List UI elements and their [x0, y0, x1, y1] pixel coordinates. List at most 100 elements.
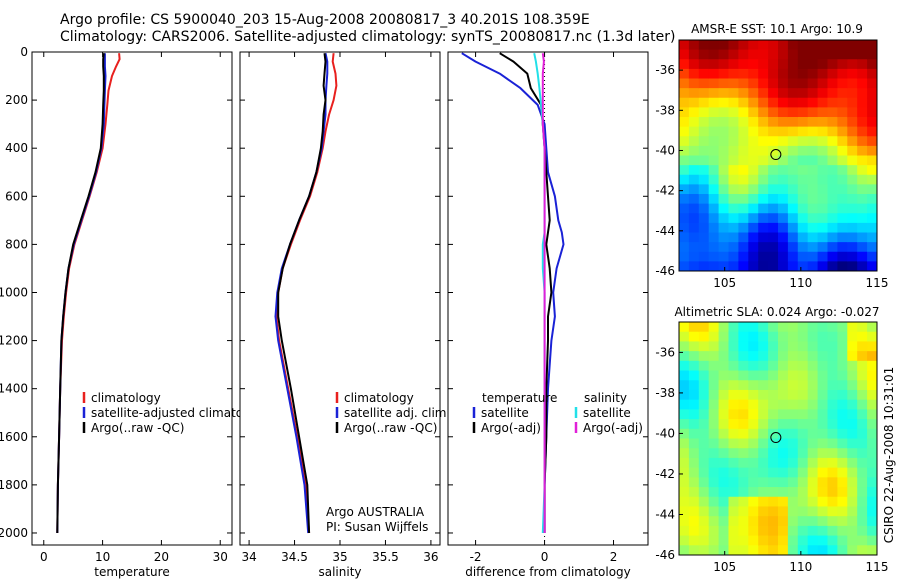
sst-map-cell — [837, 126, 848, 137]
sst-map-cell — [698, 165, 710, 176]
sla-xtick-label: 115 — [866, 560, 889, 574]
sst-map-cell — [837, 213, 848, 224]
sla-map-cell — [728, 399, 739, 410]
sst-map-frame — [678, 39, 878, 272]
sst-map-cell — [768, 184, 779, 195]
sla-map-cell — [738, 457, 749, 469]
sst-map-cell — [778, 145, 789, 157]
sst-map-cell — [807, 107, 819, 118]
sla-map-cell — [728, 370, 739, 381]
sst-map-cell — [748, 107, 759, 118]
sst-map-cell — [797, 126, 809, 137]
temperature-legend-label: satellite-adjusted climatology — [91, 406, 269, 420]
sla-map-cell — [748, 496, 759, 508]
depth-tick-label: 0 — [20, 45, 28, 59]
sla-map-cell — [738, 331, 749, 343]
sst-map-cell — [807, 203, 819, 214]
sst-xtick-label: 110 — [789, 276, 812, 290]
sla-map-cell — [679, 477, 690, 488]
sla-map-cell — [718, 477, 730, 488]
sla-map-cell — [748, 428, 759, 440]
sla-map-cell — [768, 535, 779, 546]
sst-map-cell — [698, 194, 710, 205]
sst-map-cell — [787, 136, 799, 147]
sst-map-cell — [728, 174, 739, 185]
sla-map-cell — [679, 370, 690, 381]
sst-map-cell — [778, 88, 789, 99]
sla-map-cell — [768, 389, 779, 401]
sla-map-cell — [807, 322, 819, 333]
sst-map-cell — [837, 261, 848, 271]
sst-map-cell — [827, 145, 838, 157]
sla-map-cell — [718, 409, 730, 420]
sla-map-cell — [787, 438, 799, 449]
sla-map-cell — [807, 389, 819, 401]
sst-map-cell — [817, 88, 829, 99]
temperature-legend-label: Argo(..raw -QC) — [91, 421, 184, 435]
sst-map-cell — [708, 174, 720, 185]
sla-map-cell — [688, 438, 700, 449]
sst-map-cell — [738, 145, 749, 157]
sst-map-cell — [748, 242, 759, 253]
sla-map-cell — [827, 477, 838, 488]
sla-map-cell — [728, 506, 739, 517]
sst-map-cell — [797, 242, 809, 253]
sla-map-cell — [708, 438, 720, 449]
sla-map-cell — [758, 399, 769, 410]
sla-map-cell — [698, 380, 710, 391]
sst-map-cell — [857, 251, 868, 262]
sla-map-cell — [688, 331, 700, 343]
sla-map-cell — [688, 360, 700, 372]
sst-map-cell — [847, 49, 858, 60]
sst-map-cell — [847, 232, 858, 243]
sst-map-cell — [708, 68, 720, 80]
sst-map-cell — [718, 251, 730, 262]
sst-map-cell — [679, 68, 690, 80]
sla-map-cell — [718, 360, 730, 372]
sla-map-cell — [778, 496, 789, 508]
sla-map-cell — [787, 496, 799, 508]
sla-map-cell — [827, 506, 838, 517]
sst-map-cell — [778, 261, 789, 271]
sla-map-cell — [837, 322, 848, 333]
sst-map-cell — [778, 222, 789, 234]
sla-map-cell — [768, 399, 779, 410]
sla-map-cell — [698, 331, 710, 343]
sst-map-cell — [708, 97, 720, 108]
sst-map-cell — [708, 40, 720, 51]
sst-map-cell — [817, 251, 829, 262]
sla-map-cell — [688, 389, 700, 401]
sst-map-cell — [758, 213, 769, 224]
sst-map-cell — [679, 40, 690, 51]
sst-map-cell — [817, 261, 829, 271]
sst-map-cell — [679, 126, 690, 137]
sst-map-cell — [758, 40, 769, 51]
sla-map-cell — [847, 457, 858, 469]
sst-map-cell — [807, 88, 819, 99]
sst-map-cell — [679, 49, 690, 60]
sla-map-cell — [847, 341, 858, 352]
sla-map-cell — [708, 467, 720, 478]
sla-map-cell — [679, 322, 690, 333]
sla-map-cell — [837, 487, 848, 498]
sla-map-cell — [708, 477, 720, 488]
sla-map-cell — [778, 506, 789, 517]
sla-map-cell — [857, 477, 868, 488]
sla-map-cell — [797, 448, 809, 459]
sst-map-cell — [817, 126, 829, 137]
sla-map-cell — [758, 477, 769, 488]
sla-map-cell — [768, 409, 779, 420]
sst-map-cell — [748, 203, 759, 214]
sla-map-cell — [837, 409, 848, 420]
sst-map-cell — [718, 136, 730, 147]
sla-map-cell — [679, 360, 690, 372]
sst-map-cell — [807, 213, 819, 224]
sst-map-cell — [857, 59, 868, 70]
sst-map-cell — [718, 222, 730, 234]
sla-map-cell — [708, 545, 720, 555]
sst-map-cell — [797, 88, 809, 99]
sla-map-cell — [768, 525, 779, 537]
sst-map-cell — [698, 203, 710, 214]
sst-map-cell — [768, 107, 779, 118]
sst-map-cell — [738, 107, 749, 118]
